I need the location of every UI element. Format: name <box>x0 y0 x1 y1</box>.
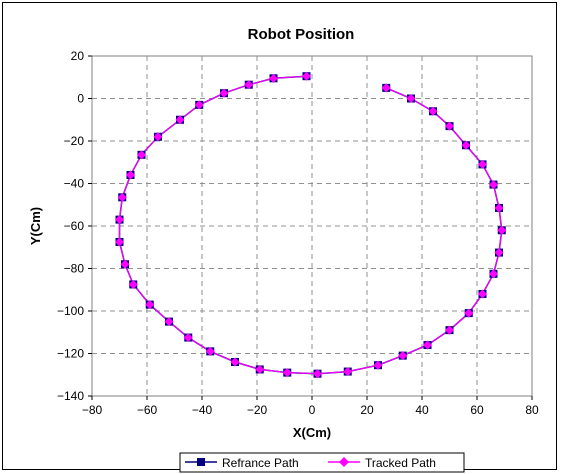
legend: Refrance Path Tracked Path <box>179 452 465 473</box>
legend-label-tracked-path: Tracked Path <box>365 456 436 470</box>
x-tick-label: 40 <box>415 403 429 417</box>
grid-lines <box>92 56 532 396</box>
data-point-tracked-path <box>153 132 163 142</box>
data-point-tracked-path <box>175 115 185 125</box>
y-tick-label: −60 <box>64 219 85 233</box>
data-point-tracked-path <box>230 357 240 367</box>
y-axis-title: Y(Cm) <box>28 207 43 245</box>
data-point-tracked-path <box>137 150 146 160</box>
series-line-tracked-path <box>118 75 503 375</box>
y-tick-label: −20 <box>64 134 85 148</box>
data-point-tracked-path <box>373 360 383 370</box>
tick-labels: −80 −60 −40 −20 0 20 40 60 80 20 0 −20 −40 −60 −80 −100… <box>57 49 539 417</box>
x-tick-label: −20 <box>247 403 268 417</box>
data-point-tracked-path <box>164 317 174 327</box>
data-point-tracked-path <box>464 308 474 318</box>
data-point-tracked-path <box>145 300 155 310</box>
y-tick-label: 20 <box>71 49 85 63</box>
data-point-tracked-path <box>445 121 454 131</box>
data-point-tracked-path <box>115 237 124 247</box>
legend-marker-refrance-path <box>197 458 205 466</box>
data-point-tracked-path <box>126 170 135 180</box>
x-tick-label: 60 <box>470 403 484 417</box>
x-axis-title: X(Cm) <box>293 425 331 440</box>
series-layer <box>115 71 507 379</box>
x-tick-label: 0 <box>309 403 316 417</box>
data-point-tracked-path <box>244 80 254 90</box>
x-tick-label: 20 <box>360 403 374 417</box>
legend-label-refrance-path: Refrance Path <box>222 456 299 470</box>
data-point-tracked-path <box>194 100 204 110</box>
data-point-tracked-path <box>219 88 229 98</box>
data-point-tracked-path <box>406 94 416 103</box>
data-point-tracked-path <box>115 215 124 225</box>
data-point-tracked-path <box>489 180 498 190</box>
y-tick-label: −140 <box>57 389 84 403</box>
data-point-tracked-path <box>494 203 504 213</box>
data-point-tracked-path <box>494 248 504 258</box>
data-point-tracked-path <box>120 259 130 269</box>
data-point-tracked-path <box>423 340 432 350</box>
x-tick-label: −40 <box>192 403 213 417</box>
y-tick-label: −100 <box>57 304 84 318</box>
legend-box <box>179 452 465 473</box>
x-tick-label: −60 <box>137 403 158 417</box>
data-point-tracked-path <box>282 368 292 378</box>
data-point-tracked-path <box>205 346 215 356</box>
data-point-tracked-path <box>313 369 322 379</box>
data-point-tracked-path <box>489 269 498 279</box>
data-point-tracked-path <box>269 73 278 83</box>
y-tick-label: −40 <box>64 177 85 191</box>
data-point-tracked-path <box>478 159 487 169</box>
data-point-tracked-path <box>445 325 454 335</box>
data-point-tracked-path <box>478 289 487 299</box>
data-point-tracked-path <box>461 140 471 150</box>
data-point-tracked-path <box>183 333 193 343</box>
data-point-tracked-path <box>398 351 408 361</box>
x-tick-label: −80 <box>82 403 103 417</box>
data-point-tracked-path <box>255 364 265 374</box>
data-point-tracked-path <box>128 279 138 289</box>
legend-marker-tracked-path <box>339 457 349 467</box>
data-point-tracked-path <box>343 367 353 377</box>
data-point-tracked-path <box>428 106 438 116</box>
x-tick-label: 80 <box>525 403 539 417</box>
data-point-tracked-path <box>497 225 507 235</box>
data-point-tracked-path <box>117 192 127 202</box>
chart-title: Robot Position <box>248 26 355 43</box>
data-point-tracked-path <box>302 71 311 81</box>
y-tick-label: 0 <box>77 92 84 106</box>
y-tick-label: −80 <box>64 262 85 276</box>
y-tick-label: −120 <box>57 347 84 361</box>
data-point-tracked-path <box>381 83 391 93</box>
